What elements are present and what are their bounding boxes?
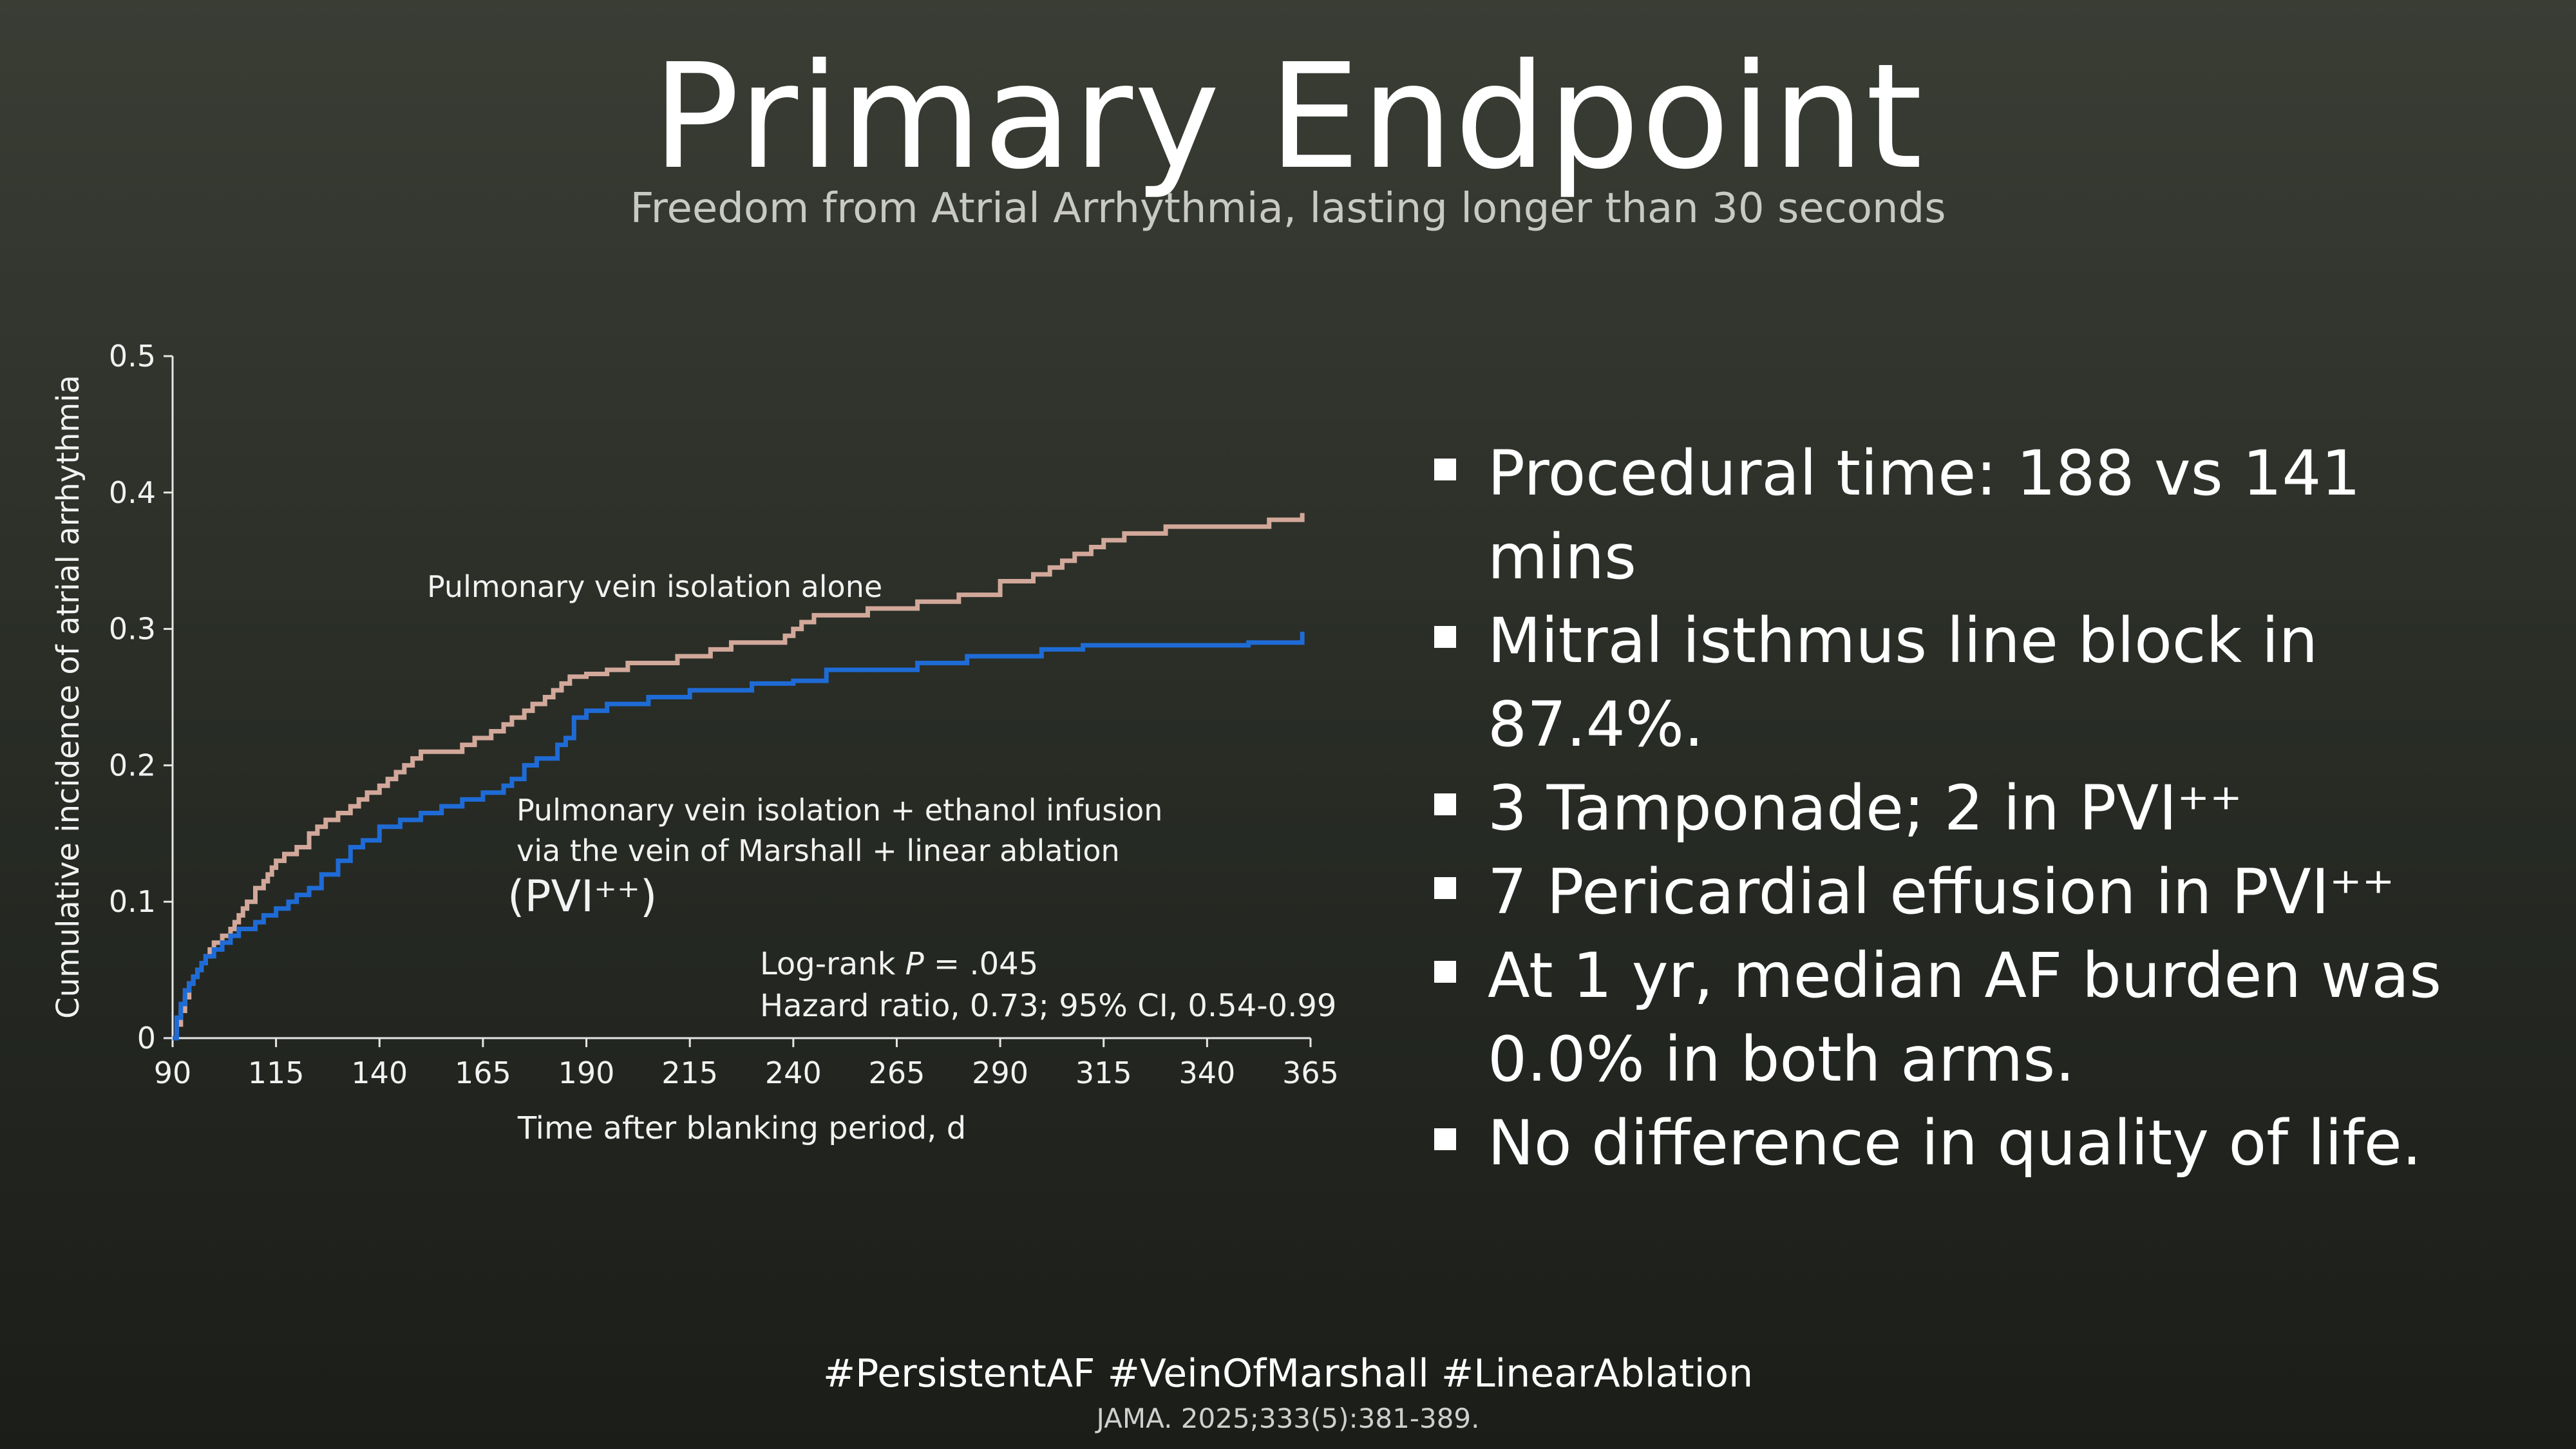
x-tick-label: 190 [558, 1056, 615, 1090]
bullet-tamponade: 3 Tamponade; 2 in PVI⁺⁺ [1433, 766, 2528, 850]
y-axis-label: Cumulative incidence of atrial arrhythmi… [50, 375, 86, 1019]
hashtags: #PersistentAF #VeinOfMarshall #LinearAbl… [822, 1351, 1754, 1396]
y-tick-label: 0.1 [109, 884, 156, 919]
series-line-pvi-plus [173, 631, 1305, 1041]
y-tick-label: 0.2 [109, 748, 156, 782]
bullet-square-icon [1434, 626, 1456, 648]
bullet-square-icon [1434, 459, 1456, 480]
bullet-square-icon [1434, 1128, 1456, 1150]
x-tick-label: 240 [765, 1056, 822, 1090]
y-tick-label: 0 [137, 1021, 156, 1056]
logrank-value: = .045 [924, 946, 1039, 982]
x-tick-label: 140 [351, 1056, 408, 1090]
logrank-p: P [905, 946, 924, 982]
bullet-text: Mitral isthmus line block in 87.4%. [1488, 605, 2318, 761]
x-tick-label: 115 [248, 1056, 305, 1090]
y-tick-label: 0.3 [109, 612, 156, 647]
bullet-pericardial-effusion: 7 Pericardial effusion in PVI⁺⁺ [1433, 850, 2528, 934]
bullet-procedural-time: Procedural time: 188 vs 141 mins [1433, 431, 2528, 599]
y-tick-label: 0.5 [109, 339, 156, 374]
bullet-square-icon [1434, 793, 1456, 815]
x-tick-label: 365 [1282, 1056, 1339, 1090]
hazard-ratio-label: Hazard ratio, 0.73; 95% CI, 0.54-0.99 [760, 988, 1336, 1024]
bullet-text: Procedural time: 188 vs 141 mins [1488, 437, 2361, 593]
x-tick-label: 290 [972, 1056, 1028, 1090]
bullet-text: At 1 yr, median AF burden was 0.0% in bo… [1488, 940, 2442, 1095]
x-tick-label: 215 [661, 1056, 718, 1090]
logrank-label: Log-rank P = .045 [760, 946, 1038, 982]
y-tick-label: 0.4 [109, 475, 156, 510]
pvi-plus-label-line1: Pulmonary vein isolation + ethanol infus… [516, 793, 1162, 828]
pvi-plus-abbrev: (PVI⁺⁺) [507, 871, 657, 922]
page-subtitle: Freedom from Atrial Arrhythmia, lasting … [630, 185, 1946, 232]
x-tick-label: 265 [869, 1056, 925, 1090]
bullet-text: 7 Pericardial effusion in PVI⁺⁺ [1488, 856, 2395, 928]
bullet-text: No difference in quality of life. [1488, 1107, 2422, 1179]
pvi-plus-label-line2: via the vein of Marshall + linear ablati… [516, 833, 1120, 868]
chart-series [173, 513, 1305, 1041]
logrank-prefix: Log-rank [760, 946, 905, 982]
page-title: Primary Endpoint [652, 33, 1924, 202]
key-findings-list: Procedural time: 188 vs 141 mins Mitral … [1433, 431, 2528, 1185]
x-tick-label: 315 [1075, 1056, 1132, 1090]
bullet-af-burden: At 1 yr, median AF burden was 0.0% in bo… [1433, 934, 2528, 1101]
citation: JAMA. 2025;333(5):381-389. [1096, 1403, 1480, 1434]
x-tick-label: 340 [1179, 1056, 1235, 1090]
bullet-quality-of-life: No difference in quality of life. [1433, 1101, 2528, 1185]
chart-axes: 0 0.1 0.2 0.3 0.4 0.5 90 115 140 165 190 215 240 265 2… [109, 339, 1339, 1090]
pvi-alone-label: Pulmonary vein isolation alone [427, 569, 882, 604]
bullet-square-icon [1434, 961, 1456, 983]
series-line-pvi-alone [173, 513, 1305, 1041]
cumulative-incidence-chart: 0 0.1 0.2 0.3 0.4 0.5 90 115 140 165 190 215 240 265 2… [50, 339, 1339, 1146]
x-tick-label: 165 [455, 1056, 511, 1090]
x-axis-label: Time after blanking period, d [517, 1110, 966, 1146]
x-tick-label: 90 [154, 1056, 192, 1090]
bullet-text: 3 Tamponade; 2 in PVI⁺⁺ [1488, 772, 2242, 844]
bullet-square-icon [1434, 877, 1456, 899]
bullet-mitral-isthmus: Mitral isthmus line block in 87.4%. [1433, 599, 2528, 766]
